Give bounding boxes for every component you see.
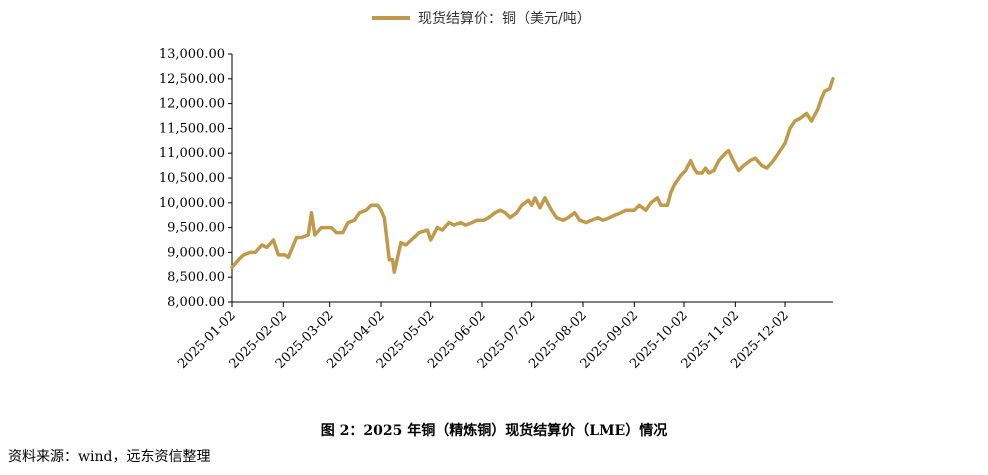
y-tick-label: 9,000.00 [167, 245, 225, 260]
figure-caption: 图 2：2025 年铜（精炼铜）现货结算价（LME）情况 [320, 423, 668, 439]
legend-label: 现货结算价：铜（美元/吨） [418, 11, 591, 27]
y-tick-label: 11,000.00 [159, 146, 225, 161]
x-axis-ticks: 2025-01-022025-02-022025-03-022025-04-02… [175, 302, 792, 372]
y-tick-label: 8,000.00 [167, 295, 225, 310]
y-tick-label: 11,500.00 [159, 121, 225, 136]
series-line [230, 77, 835, 274]
series-layer [230, 77, 835, 274]
source-note: 资料来源：wind，远东资信整理 [8, 449, 211, 465]
axes [231, 54, 833, 303]
y-tick-label: 10,500.00 [159, 171, 225, 186]
y-tick-label: 13,000.00 [159, 47, 225, 62]
y-tick-label: 8,500.00 [167, 270, 225, 285]
y-axis-ticks: 8,000.00 8,500.00 9,000.00 9,500.00 10,000.0… [159, 47, 232, 310]
legend-swatch [372, 16, 410, 20]
y-tick-label: 12,500.00 [159, 72, 225, 87]
chart-legend: 现货结算价：铜（美元/吨） [372, 8, 591, 28]
y-tick-label: 9,500.00 [167, 221, 225, 236]
y-tick-label: 10,000.00 [159, 196, 225, 211]
y-tick-label: 12,000.00 [159, 97, 225, 112]
